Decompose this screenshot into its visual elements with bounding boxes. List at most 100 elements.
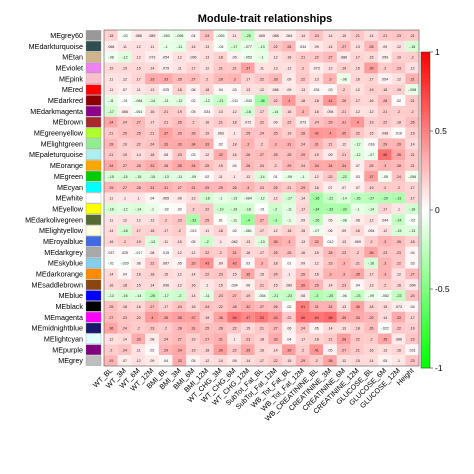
cell-value-label: .13 (355, 45, 360, 49)
heatmap-cell (377, 257, 392, 269)
colorbar-segment (421, 235, 430, 239)
cell-value-label: .12 (410, 67, 415, 71)
heatmap-cell (199, 203, 214, 215)
cell-value-label: .11 (163, 240, 168, 244)
heatmap-cell (131, 170, 146, 182)
cell-value-label: .17 (245, 77, 250, 81)
heatmap-cell (104, 138, 118, 150)
cell-value-label: -.17 (108, 110, 114, 114)
cell-value-label: .31 (149, 186, 154, 190)
cell-value-label: .03 (232, 88, 237, 92)
heatmap-cell (364, 290, 378, 302)
heatmap-cell (350, 30, 365, 41)
cell-value-label: .21 (163, 110, 168, 114)
cell-value-label: .14 (369, 34, 374, 38)
heatmap-cell (172, 355, 187, 367)
heatmap-cell (131, 290, 146, 302)
cell-value-label: .15 (273, 283, 278, 287)
heatmap-cell (227, 344, 242, 356)
heatmap-cell (350, 105, 365, 117)
cell-value-label: .13 (314, 77, 319, 81)
colorbar-segment (421, 134, 430, 138)
cell-value-label: .11 (259, 67, 264, 71)
colorbar-segment (421, 244, 430, 249)
cell-value-label: .18 (204, 348, 209, 352)
heatmap-cell (254, 160, 269, 171)
colorbar-segment (421, 137, 430, 141)
colorbar-segment (421, 165, 430, 170)
heatmap-cell (295, 290, 310, 302)
colorbar-segment (421, 213, 430, 217)
cell-value-label: .21 (218, 121, 223, 125)
heatmap-cell (282, 333, 296, 345)
cell-value-label: -.23 (354, 294, 360, 298)
heatmap-cell (131, 116, 146, 128)
cell-value-label: .04 (122, 272, 127, 276)
colorbar-segment (421, 175, 430, 179)
heatmap-cell (377, 290, 392, 302)
heatmap-cell (309, 73, 324, 85)
heatmap-cell (364, 170, 378, 182)
heatmap-cell (104, 311, 118, 323)
heatmap-cell (227, 225, 242, 236)
cell-value-label: -.19 (217, 207, 223, 211)
row-label: MEcyan (57, 183, 83, 192)
heatmap-cell (240, 355, 255, 367)
heatmap-cell (364, 40, 378, 52)
cell-value-label: .15 (177, 240, 182, 244)
heatmap-cell (295, 181, 310, 193)
cell-value-label: .11 (177, 67, 182, 71)
colorbar-segment (421, 361, 430, 366)
heatmap-cell (268, 203, 283, 215)
heatmap-cell (391, 116, 406, 128)
heatmap-cell (158, 160, 173, 171)
heatmap-cell (145, 235, 159, 247)
cell-value-label: .05 (382, 359, 387, 363)
row-label: MEmidnightblue (31, 324, 83, 333)
heatmap-cell (227, 268, 242, 280)
heatmap-cell (158, 51, 173, 63)
heatmap-cell (309, 235, 324, 247)
cell-value-label: .28 (232, 305, 237, 309)
cell-value-label: -.36 (258, 99, 264, 103)
colorbar-segment (421, 210, 430, 214)
cell-value-label: .27 (177, 338, 182, 342)
heatmap-cell (350, 279, 365, 291)
colorbar-segment (421, 64, 430, 69)
colorbar-segment (421, 364, 430, 369)
heatmap-cell (145, 322, 159, 334)
heatmap-cell (117, 192, 132, 204)
cell-value-label: .19 (410, 327, 415, 331)
cell-value-label: .16 (369, 99, 374, 103)
cell-value-label: .02 (396, 99, 401, 103)
cell-value-label: .18 (232, 142, 237, 146)
cell-value-label: .14 (191, 45, 196, 49)
heatmap-cell (295, 192, 310, 204)
cell-value-label: .15 (108, 67, 113, 71)
cell-value-label: .1 (397, 359, 400, 363)
heatmap-cell (254, 344, 269, 356)
cell-value-label: -.13 (258, 45, 264, 49)
cell-value-label: .013 (190, 229, 197, 233)
heatmap-cell (282, 225, 296, 236)
cell-value-label: .22 (314, 56, 319, 60)
heatmap-cell (405, 62, 420, 74)
heatmap-cell (323, 30, 337, 41)
heatmap-cell (186, 333, 200, 345)
colorbar-segment (421, 194, 430, 198)
heatmap-cell (199, 116, 214, 128)
cell-value-label: .26 (177, 121, 182, 125)
heatmap-cell (227, 235, 242, 247)
cell-value-label: .21 (410, 153, 415, 157)
heatmap-cell (254, 84, 269, 96)
cell-value-label: .12 (122, 77, 127, 81)
cell-value-label: .31 (163, 186, 168, 190)
cell-value-label: .34 (191, 142, 196, 146)
cell-value-label: .12 (382, 229, 387, 233)
colorbar-segment (421, 121, 430, 125)
heatmap-cell (131, 84, 146, 96)
cell-value-label: .13 (245, 88, 250, 92)
cell-value-label: .15 (382, 305, 387, 309)
row-label: MEviolet (55, 64, 83, 73)
cell-value-label: .19 (204, 132, 209, 136)
